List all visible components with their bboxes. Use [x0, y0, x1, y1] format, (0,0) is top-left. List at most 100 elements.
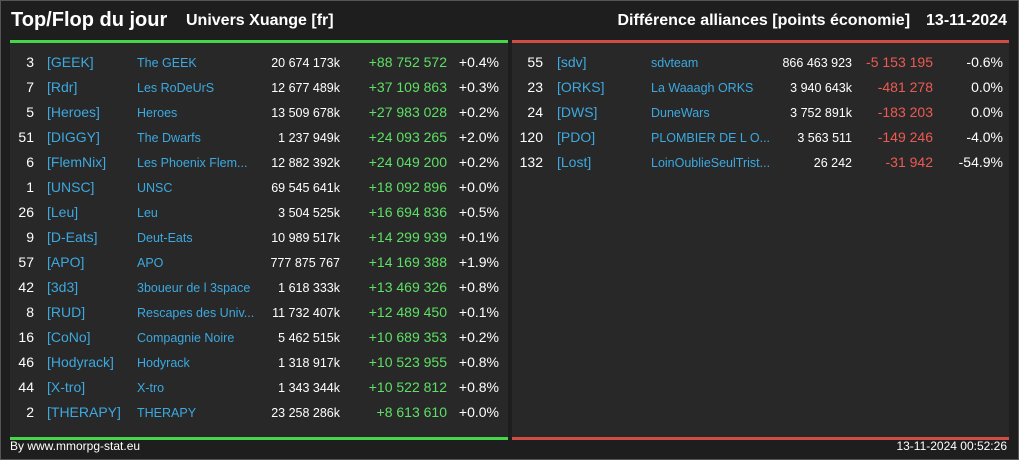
alliance-name-link[interactable]: 3boueur de l 3space [137, 281, 251, 295]
diff-cell: -31 942 [885, 154, 933, 170]
alliance-tag-link[interactable]: [D-Eats] [47, 229, 98, 245]
alliance-name-link[interactable]: PLOMBIER DE L O... [651, 131, 771, 145]
diff-cell: +37 109 863 [368, 79, 447, 95]
percent-cell: +1.9% [458, 254, 499, 270]
alliance-tag-link[interactable]: [APO] [47, 254, 85, 270]
alliance-name-link[interactable]: Les Phoenix Flem... [137, 156, 248, 170]
percent-cell: +0.2% [458, 104, 499, 120]
diff-cell: +13 469 326 [368, 279, 447, 295]
alliance-tag-link[interactable]: [Heroes] [47, 104, 100, 120]
alliance-name-link[interactable]: Deut-Eats [137, 231, 193, 245]
table-row: 57 [APO] APO 777 875 767 +14 169 388 +1.9% [10, 250, 508, 275]
alliance-tag-link[interactable]: [FlemNix] [47, 154, 107, 170]
alliance-tag-link[interactable]: [X-tro] [47, 379, 86, 395]
alliance-tag-link[interactable]: [DWS] [557, 104, 598, 120]
percent-cell: +0.1% [458, 229, 499, 245]
diff-cell: -481 278 [877, 79, 933, 95]
alliance-tag-link[interactable]: [CoNo] [47, 329, 91, 345]
table-row: 1 [UNSC] UNSC 69 545 641k +18 092 896 +0.0% [10, 175, 508, 200]
page-title: Top/Flop du jour [11, 9, 168, 31]
alliance-name-link[interactable]: Heroes [137, 106, 178, 120]
alliance-name-link[interactable]: The GEEK [137, 56, 197, 70]
rank-cell: 2 [26, 404, 34, 420]
rank-cell: 24 [527, 104, 543, 120]
percent-cell: +0.4% [458, 54, 499, 70]
alliance-tag-link[interactable]: [Lost] [557, 154, 592, 170]
table-row: 132 [Lost] LoinOublieSeulTrist... 26 242 -31… [512, 150, 1009, 175]
table-row: 9 [D-Eats] Deut-Eats 10 989 517k +14 299 939… [10, 225, 508, 250]
points-cell: 11 732 407k [272, 306, 340, 320]
points-cell: 1 343 344k [278, 381, 340, 395]
alliance-name-link[interactable]: Compagnie Noire [137, 331, 235, 345]
percent-cell: -54.9% [958, 154, 1003, 170]
alliance-tag-link[interactable]: [THERAPY] [47, 404, 121, 420]
flop-panel: 55 [sdv] sdvteam 866 463 923 -5 153 195 -0.6%… [512, 40, 1009, 440]
points-cell: 12 882 392k [271, 156, 340, 170]
percent-cell: +0.5% [458, 204, 499, 220]
alliance-tag-link[interactable]: [sdv] [557, 54, 587, 70]
rank-cell: 57 [18, 254, 34, 270]
diff-cell: +18 092 896 [368, 179, 447, 195]
alliance-name-link[interactable]: La Waaagh ORKS [651, 81, 754, 95]
table-row: 2 [THERAPY] THERAPY 23 258 286k +8 613 610 +0… [10, 400, 508, 425]
alliance-tag-link[interactable]: [DIGGY] [47, 129, 100, 145]
diff-cell: +88 752 572 [368, 54, 447, 70]
percent-cell: +0.8% [458, 379, 499, 395]
alliance-name-link[interactable]: UNSC [137, 181, 173, 195]
percent-cell: +0.8% [458, 279, 499, 295]
diff-cell: +16 694 836 [368, 204, 447, 220]
table-row: 42 [3d3] 3boueur de l 3space 1 618 333k +13 … [10, 275, 508, 300]
header-right: Différence alliances [points économie] 13… [618, 12, 1008, 30]
alliance-name-link[interactable]: Leu [137, 206, 158, 220]
diff-cell: -183 203 [877, 104, 933, 120]
alliance-tag-link[interactable]: [GEEK] [47, 54, 94, 70]
alliance-tag-link[interactable]: [ORKS] [557, 79, 605, 95]
alliance-name-link[interactable]: DuneWars [651, 106, 710, 120]
top-rows: 3 [GEEK] The GEEK 20 674 173k +88 752 572 +0.… [10, 50, 508, 425]
percent-cell: -4.0% [966, 129, 1003, 145]
alliance-name-link[interactable]: APO [137, 256, 164, 270]
alliance-name-link[interactable]: Les RoDeUrS [137, 81, 215, 95]
alliance-tag-link[interactable]: [PDO] [557, 129, 596, 145]
percent-cell: +2.0% [458, 129, 499, 145]
points-cell: 777 875 767 [270, 256, 340, 270]
alliance-tag-link[interactable]: [Leu] [47, 204, 79, 220]
alliance-name-link[interactable]: X-tro [137, 381, 165, 395]
alliance-tag-link[interactable]: [RUD] [47, 304, 86, 320]
points-cell: 1 618 333k [278, 281, 340, 295]
table-row: 5 [Heroes] Heroes 13 509 678k +27 983 028 +0.… [10, 100, 508, 125]
rank-cell: 46 [18, 354, 34, 370]
table-row: 44 [X-tro] X-tro 1 343 344k +10 522 812 +0.8% [10, 375, 508, 400]
flop-rows: 55 [sdv] sdvteam 866 463 923 -5 153 195 -0.6%… [512, 50, 1009, 175]
table-row: 26 [Leu] Leu 3 504 525k +16 694 836 +0.5% [10, 200, 508, 225]
alliance-name-link[interactable]: Rescapes des Univ... [137, 306, 255, 320]
top-panel: 3 [GEEK] The GEEK 20 674 173k +88 752 572 +0.… [10, 40, 508, 440]
percent-cell: +0.0% [458, 404, 499, 420]
alliance-name-link[interactable]: sdvteam [651, 56, 699, 70]
alliance-name-link[interactable]: THERAPY [137, 406, 197, 420]
rank-cell: 9 [26, 229, 34, 245]
header: Top/Flop du jour Univers Xuange [fr] Dif… [0, 0, 1019, 40]
diff-cell: +24 093 265 [368, 129, 447, 145]
table-row: 6 [FlemNix] Les Phoenix Flem... 12 882 392k… [10, 150, 508, 175]
diff-cell: -149 246 [877, 129, 933, 145]
table-row: 51 [DIGGY] The Dwarfs 1 237 949k +24 093 265… [10, 125, 508, 150]
diff-cell: +10 523 955 [368, 354, 447, 370]
universe-label: Univers Xuange [fr] [186, 12, 334, 29]
points-cell: 3 752 891k [790, 106, 852, 120]
alliance-tag-link[interactable]: [Rdr] [47, 79, 78, 95]
diff-cell: +12 489 450 [368, 304, 447, 320]
alliance-name-link[interactable]: The Dwarfs [137, 131, 201, 145]
diff-cell: +14 299 939 [368, 229, 447, 245]
alliance-name-link[interactable]: LoinOublieSeulTrist... [651, 156, 771, 170]
alliance-name-link[interactable]: Hodyrack [137, 356, 190, 370]
table-row: 120 [PDO] PLOMBIER DE L O... 3 563 511 -149 … [512, 125, 1009, 150]
alliance-tag-link[interactable]: [UNSC] [47, 179, 95, 195]
table-row: 7 [Rdr] Les RoDeUrS 12 677 489k +37 109 863 +… [10, 75, 508, 100]
rank-cell: 51 [18, 129, 34, 145]
alliance-tag-link[interactable]: [Hodyrack] [47, 354, 114, 370]
rank-cell: 55 [527, 54, 543, 70]
header-date: 13-11-2024 [926, 12, 1007, 29]
footer-credit[interactable]: By www.mmorpg-stat.eu [10, 439, 141, 453]
alliance-tag-link[interactable]: [3d3] [47, 279, 79, 295]
